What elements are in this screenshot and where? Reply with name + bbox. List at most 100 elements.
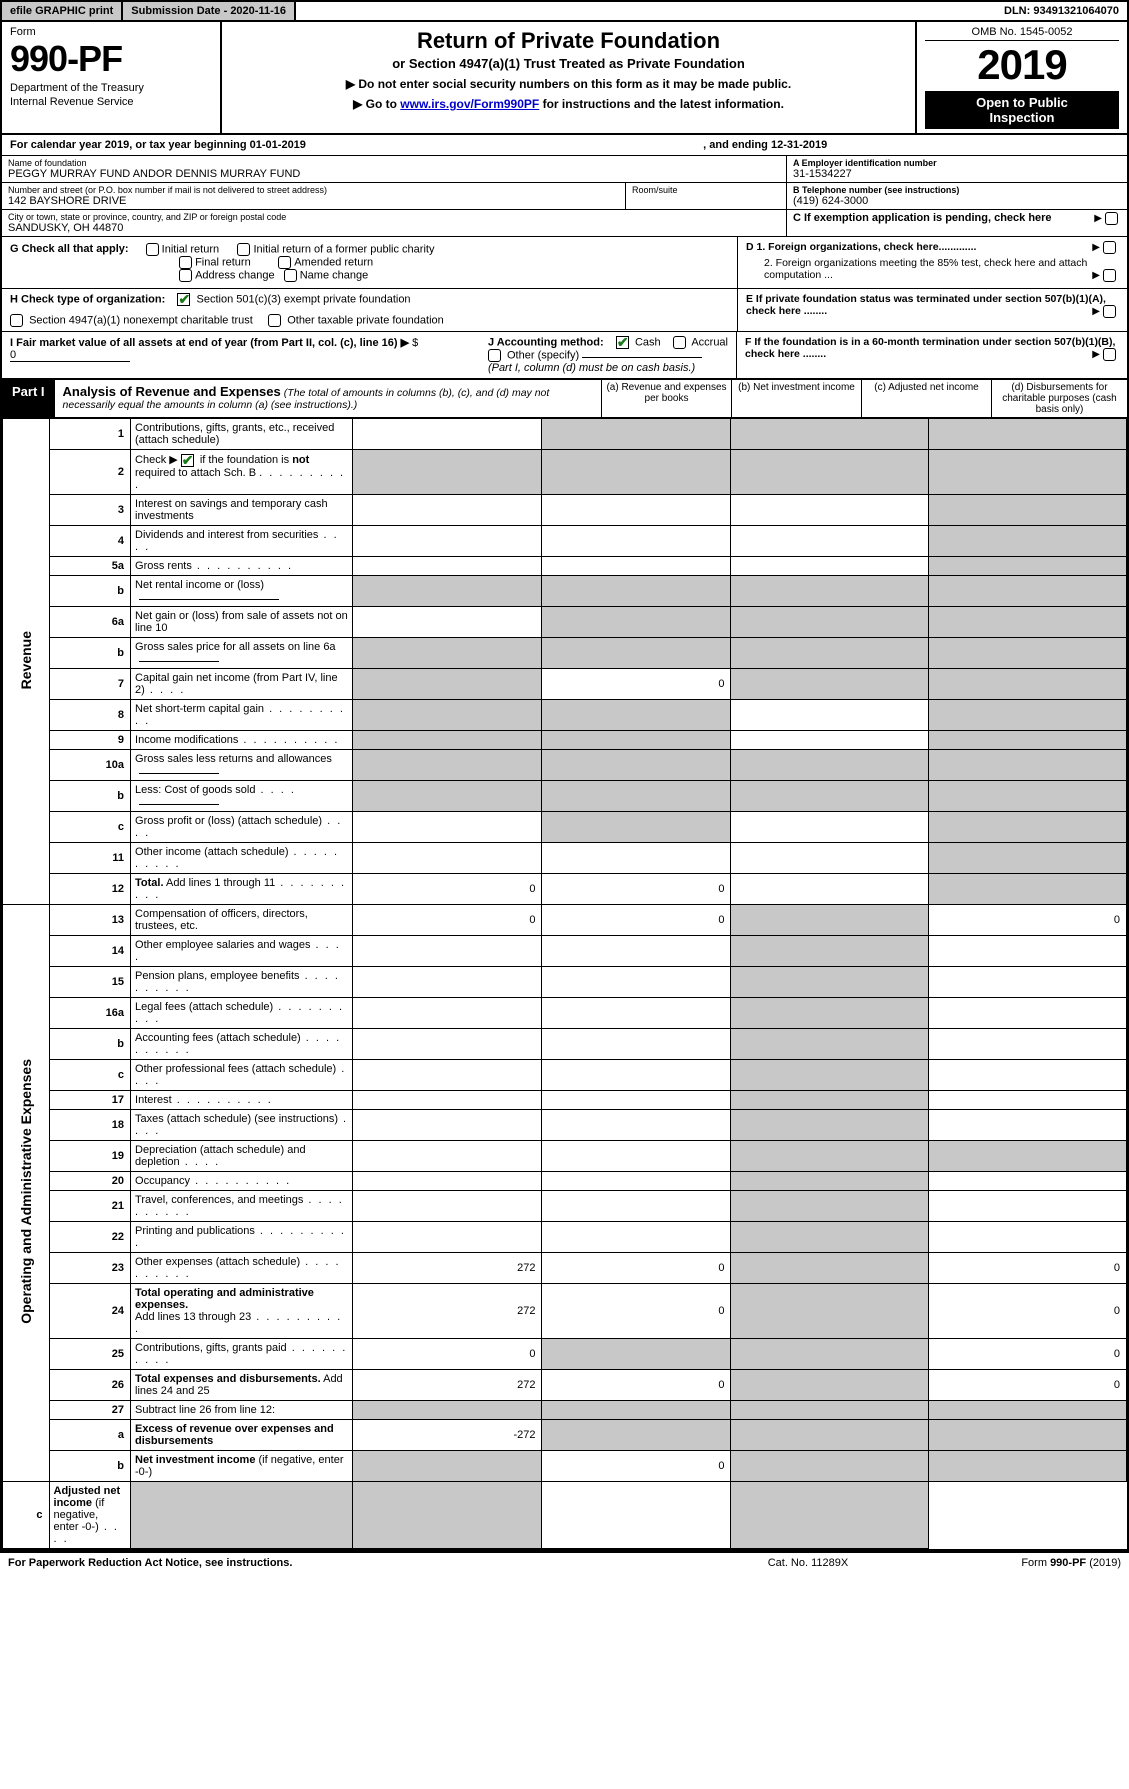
l9-desc: Income modifications xyxy=(131,730,353,749)
l27c-desc: Adjusted net income (if negative, enter … xyxy=(49,1481,131,1548)
foreign-85-checkbox[interactable] xyxy=(1103,269,1116,282)
part-i-title: Analysis of Revenue and Expenses (The to… xyxy=(55,380,601,417)
goto-post: for instructions and the latest informat… xyxy=(543,97,784,111)
initial-return-checkbox[interactable] xyxy=(146,243,159,256)
part-i-table: Revenue 1 Contributions, gifts, grants, … xyxy=(2,418,1127,1549)
line-9: 9Income modifications xyxy=(3,730,1127,749)
ij-f-row: I Fair market value of all assets at end… xyxy=(2,332,1127,380)
501c3-checkbox[interactable] xyxy=(177,293,190,306)
ein-label: A Employer identification number xyxy=(793,158,1121,168)
d2-row: 2. Foreign organizations meeting the 85%… xyxy=(746,257,1119,281)
other-taxable-checkbox[interactable] xyxy=(268,314,281,327)
l17-desc: Interest xyxy=(131,1090,353,1109)
part-i-title-text: Analysis of Revenue and Expenses xyxy=(63,384,281,399)
c-cell: C If exemption application is pending, c… xyxy=(787,210,1127,226)
dots xyxy=(192,560,293,572)
phone-label: B Telephone number (see instructions) xyxy=(793,185,1121,195)
l13-a: 0 xyxy=(353,904,542,935)
g-d-row: G Check all that apply: Initial return I… xyxy=(2,237,1127,289)
goto-pre: ▶ Go to xyxy=(353,97,400,111)
other-method-checkbox[interactable] xyxy=(488,349,501,362)
inset xyxy=(139,773,219,774)
line-20: 20Occupancy xyxy=(3,1171,1127,1190)
line-5a: 5aGross rents xyxy=(3,556,1127,575)
h-row1: H Check type of organization: Section 50… xyxy=(2,289,737,310)
line-14: 14Other employee salaries and wages xyxy=(3,935,1127,966)
foundation-name: PEGGY MURRAY FUND ANDOR DENNIS MURRAY FU… xyxy=(8,168,780,180)
l12-b: 0 xyxy=(542,873,731,904)
room-cell: Room/suite xyxy=(626,183,786,210)
amended-return-checkbox[interactable] xyxy=(278,256,291,269)
accrual-checkbox[interactable] xyxy=(673,336,686,349)
line-27a: aExcess of revenue over expenses and dis… xyxy=(3,1419,1127,1450)
f-label: F If the foundation is in a 60-month ter… xyxy=(745,336,1115,360)
d1-label: D 1. Foreign organizations, check here..… xyxy=(746,241,976,253)
revenue-label: Revenue xyxy=(18,631,34,689)
l12-desc: Total. Add lines 1 through 11 xyxy=(131,873,353,904)
line-2: 2 Check ▶ if the foundation is not requi… xyxy=(3,450,1127,495)
name-change-checkbox[interactable] xyxy=(284,269,297,282)
dots xyxy=(145,684,185,696)
foreign-org-checkbox[interactable] xyxy=(1103,241,1116,254)
sch-b-not-required-checkbox[interactable] xyxy=(181,454,194,467)
col-a-header: (a) Revenue and expenses per books xyxy=(601,380,731,417)
phone-value: (419) 624-3000 xyxy=(793,195,1121,207)
l23-a: 272 xyxy=(353,1252,542,1283)
dots xyxy=(255,784,295,796)
l25-desc: Contributions, gifts, grants paid xyxy=(131,1338,353,1369)
header-left: Form 990-PF Department of the Treasury I… xyxy=(2,22,222,133)
h-label: H Check type of organization: xyxy=(10,293,165,305)
submission-date: Submission Date - 2020-11-16 xyxy=(123,2,296,20)
l1-desc: Contributions, gifts, grants, etc., rece… xyxy=(131,419,353,450)
dln: DLN: 93491321064070 xyxy=(996,2,1127,20)
exemption-pending-checkbox[interactable] xyxy=(1105,212,1118,225)
irs-label: Internal Revenue Service xyxy=(10,96,212,108)
city-cell: City or town, state or province, country… xyxy=(2,210,786,236)
l26-b: 0 xyxy=(542,1369,731,1400)
h-opt3: Other taxable private foundation xyxy=(287,314,444,326)
inset xyxy=(139,804,219,805)
final-return-checkbox[interactable] xyxy=(179,256,192,269)
dots xyxy=(190,1175,291,1187)
form990pf-link[interactable]: www.irs.gov/Form990PF xyxy=(400,97,539,111)
street-address: 142 BAYSHORE DRIVE xyxy=(8,195,619,207)
g-label: G Check all that apply: xyxy=(10,243,129,255)
form-header: Form 990-PF Department of the Treasury I… xyxy=(2,22,1127,135)
cash-checkbox[interactable] xyxy=(616,336,629,349)
form-label: Form xyxy=(10,26,212,38)
line-22: 22Printing and publications xyxy=(3,1221,1127,1252)
j-cash: Cash xyxy=(635,336,661,348)
line-3: 3Interest on savings and temporary cash … xyxy=(3,494,1127,525)
status-terminated-checkbox[interactable] xyxy=(1103,305,1116,318)
line-10b: bLess: Cost of goods sold xyxy=(3,780,1127,811)
l26-a: 272 xyxy=(353,1369,542,1400)
l4-desc: Dividends and interest from securities xyxy=(131,525,353,556)
address-change-checkbox[interactable] xyxy=(179,269,192,282)
line-26: 26Total expenses and disbursements. Add … xyxy=(3,1369,1127,1400)
l15-desc: Pension plans, employee benefits xyxy=(131,966,353,997)
60-month-checkbox[interactable] xyxy=(1103,348,1116,361)
l12-a: 0 xyxy=(353,873,542,904)
l8-desc: Net short-term capital gain xyxy=(131,699,353,730)
j-section: J Accounting method: Cash Accrual Other … xyxy=(488,336,728,374)
line-15: 15Pension plans, employee benefits xyxy=(3,966,1127,997)
line-27c: cAdjusted net income (if negative, enter… xyxy=(3,1481,1127,1548)
arrow-icon xyxy=(1089,305,1103,317)
e-check-wrap xyxy=(1089,305,1119,318)
ij-left: I Fair market value of all assets at end… xyxy=(2,332,737,378)
l19-desc: Depreciation (attach schedule) and deple… xyxy=(131,1140,353,1171)
l25-d: 0 xyxy=(929,1338,1127,1369)
col-d-header: (d) Disbursements for charitable purpose… xyxy=(991,380,1127,417)
line-6b: bGross sales price for all assets on lin… xyxy=(3,637,1127,668)
4947a1-checkbox[interactable] xyxy=(10,314,23,327)
h-opt2: Section 4947(a)(1) nonexempt charitable … xyxy=(29,314,253,326)
h-e-row: H Check type of organization: Section 50… xyxy=(2,289,1127,332)
i-section: I Fair market value of all assets at end… xyxy=(10,336,476,374)
l27-desc: Subtract line 26 from line 12: xyxy=(131,1400,353,1419)
l11-desc: Other income (attach schedule) xyxy=(131,842,353,873)
other-specify-line xyxy=(582,357,702,358)
line-13: Operating and Administrative Expenses 13… xyxy=(3,904,1127,935)
arrow-icon xyxy=(1089,269,1103,281)
initial-former-checkbox[interactable] xyxy=(237,243,250,256)
g-opt-2: Final return xyxy=(195,256,251,268)
